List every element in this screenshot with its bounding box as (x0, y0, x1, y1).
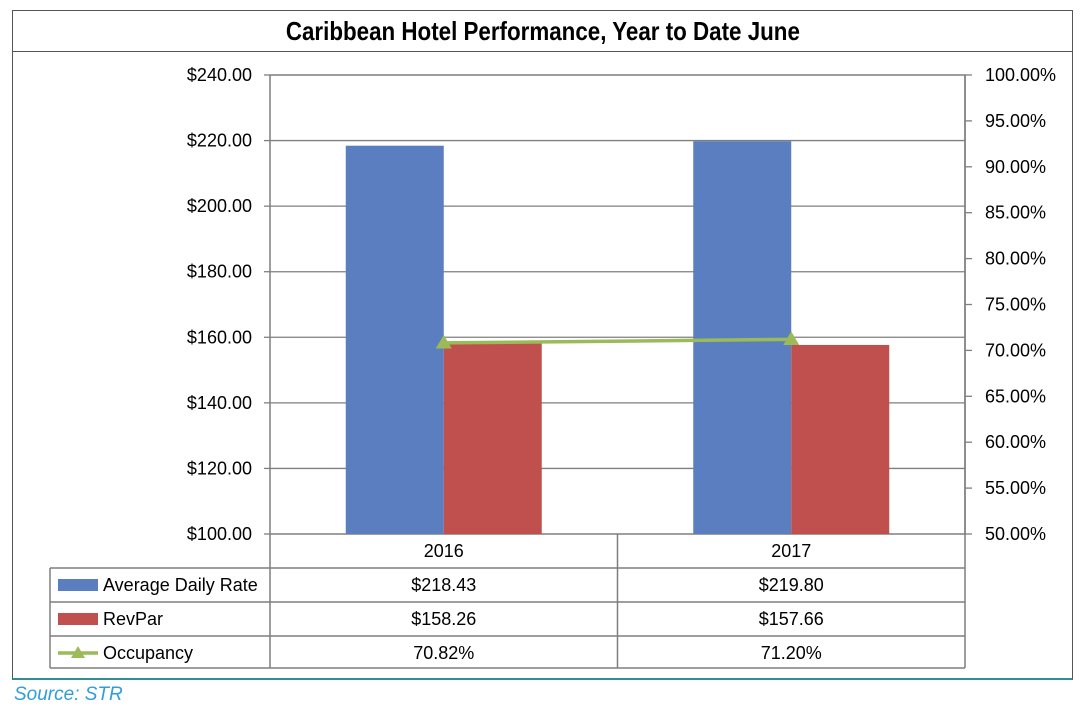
legend-label: Occupancy (103, 643, 193, 663)
bar-adr-2017 (693, 141, 792, 534)
y-left-tick-label: $160.00 (187, 327, 252, 347)
x-category-label: 2017 (771, 541, 811, 561)
y-left-tick-label: $200.00 (187, 196, 252, 216)
chart-title-box: Caribbean Hotel Performance, Year to Dat… (12, 10, 1073, 52)
bar-adr-2016 (345, 145, 444, 534)
data-label: 71.20% (761, 643, 822, 663)
data-label: $219.80 (759, 575, 824, 595)
y-right-tick-label: 55.00% (985, 478, 1046, 498)
data-label: 70.82% (413, 643, 474, 663)
data-label: $218.43 (411, 575, 476, 595)
y-right-tick-label: 70.00% (985, 340, 1046, 360)
y-right-tick-label: 50.00% (985, 524, 1046, 544)
y-left-tick-label: $180.00 (187, 262, 252, 282)
y-right-tick-label: 85.00% (985, 203, 1046, 223)
y-left-tick-label: $140.00 (187, 393, 252, 413)
data-label: $158.26 (411, 609, 476, 629)
chart-title: Caribbean Hotel Performance, Year to Dat… (285, 15, 800, 46)
y-right-tick-label: 75.00% (985, 295, 1046, 315)
occupancy-marker-2016 (435, 334, 452, 349)
legend-key-revpar (58, 613, 98, 625)
bar-revpar-2017 (791, 344, 890, 534)
x-category-label: 2016 (424, 541, 464, 561)
y-left-tick-label: $220.00 (187, 131, 252, 151)
occupancy-line (443, 337, 792, 345)
legend-label: Average Daily Rate (103, 575, 258, 595)
legend-label: RevPar (103, 609, 163, 629)
y-right-tick-label: 60.00% (985, 432, 1046, 452)
source-note: Source: STR (14, 684, 123, 705)
legend-key-adr (58, 579, 98, 591)
y-left-tick-label: $240.00 (187, 65, 252, 85)
occupancy-marker-2017 (783, 331, 800, 345)
data-label: $157.66 (759, 609, 824, 629)
legend-key-occupancy-marker (71, 646, 85, 658)
y-right-tick-label: 95.00% (985, 111, 1046, 131)
y-left-tick-label: $100.00 (187, 524, 252, 544)
y-right-tick-label: 100.00% (985, 65, 1056, 85)
chart-frame (12, 52, 1073, 680)
y-left-tick-label: $120.00 (187, 458, 252, 478)
y-right-tick-label: 80.00% (985, 249, 1046, 269)
y-right-tick-label: 90.00% (985, 157, 1046, 177)
y-right-tick-label: 65.00% (985, 386, 1046, 406)
bar-revpar-2016 (443, 342, 542, 534)
